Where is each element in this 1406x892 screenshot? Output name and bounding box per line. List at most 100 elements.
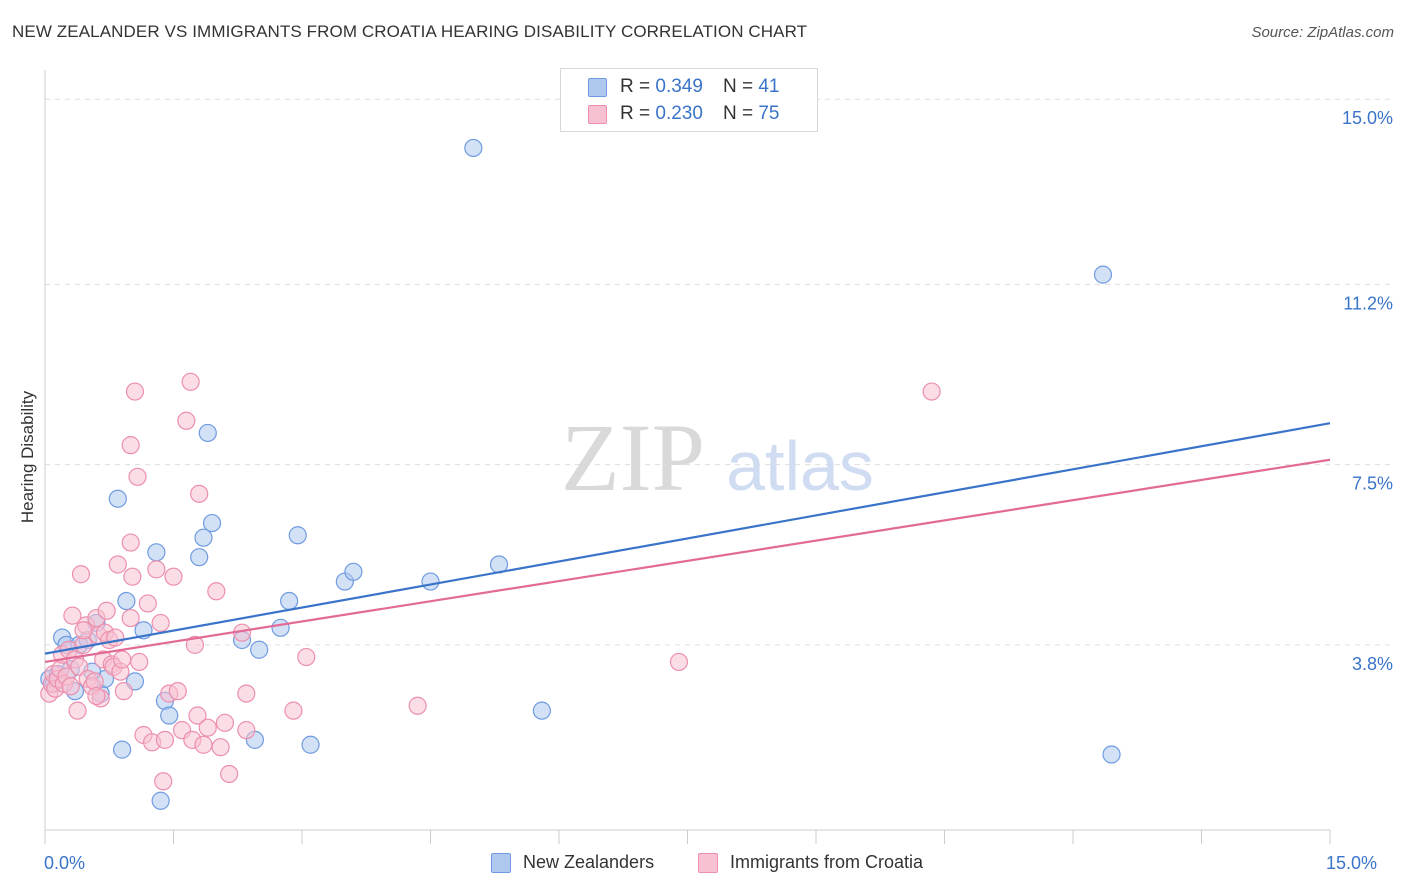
watermark-zip: ZIP	[561, 404, 705, 511]
series-legend-croatia: Immigrants from Croatia	[698, 852, 923, 873]
chart-title: NEW ZEALANDER VS IMMIGRANTS FROM CROATIA…	[12, 22, 808, 41]
point-croatia	[68, 701, 87, 720]
point-croatia	[130, 652, 149, 672]
point-croatia	[185, 635, 205, 654]
point-croatia	[114, 682, 133, 701]
point-croatia	[220, 764, 239, 784]
point-new-zealanders	[288, 526, 307, 545]
watermark-atlas: atlas	[726, 427, 874, 505]
point-new-zealanders	[532, 701, 551, 720]
point-croatia	[112, 650, 132, 669]
series-legend-new-zealanders: New Zealanders	[491, 852, 654, 873]
point-croatia	[87, 686, 106, 706]
legend-r-value: 0.349	[655, 76, 703, 97]
point-croatia	[177, 411, 196, 430]
point-croatia	[215, 713, 234, 732]
point-new-zealanders	[194, 528, 213, 547]
legend-r-value: 0.230	[655, 103, 703, 124]
point-croatia	[121, 436, 140, 455]
point-croatia	[284, 701, 303, 720]
point-new-zealanders	[151, 791, 170, 810]
y-tick-label: 15.0%	[1342, 108, 1393, 128]
legend-n-label: N =	[722, 76, 754, 97]
x-tick-label-max: 15.0%	[1326, 853, 1378, 873]
point-new-zealanders	[1102, 745, 1121, 764]
point-croatia	[125, 382, 145, 401]
point-croatia	[168, 682, 187, 701]
point-croatia	[211, 738, 230, 757]
point-new-zealanders	[344, 562, 363, 581]
point-croatia	[147, 560, 166, 579]
point-croatia	[237, 721, 256, 740]
point-new-zealanders	[1093, 265, 1113, 284]
point-new-zealanders	[117, 591, 136, 611]
point-new-zealanders	[421, 572, 440, 591]
legend-swatch-pink	[588, 104, 607, 124]
chart-source: Source: ZipAtlas.com	[1251, 24, 1394, 41]
point-croatia	[97, 601, 116, 620]
point-new-zealanders	[112, 740, 132, 759]
legend-n-label: N =	[722, 103, 754, 124]
point-croatia	[198, 718, 217, 737]
point-croatia	[155, 730, 175, 749]
point-new-zealanders	[147, 543, 166, 562]
correlation-legend: R = 0.349 N = 41 R = 0.230 N = 75	[560, 68, 818, 132]
series-legend-label: New Zealanders	[523, 852, 655, 872]
series-legend-label: Immigrants from Croatia	[730, 852, 924, 872]
y-tick-label: 7.5%	[1352, 474, 1393, 494]
point-new-zealanders	[202, 513, 222, 533]
point-new-zealanders	[250, 640, 269, 659]
grid-lines	[45, 98, 1395, 646]
point-new-zealanders	[301, 735, 320, 754]
watermark: ZIP atlas	[561, 404, 874, 511]
point-croatia	[188, 706, 207, 725]
legend-row-new-zealanders: R = 0.349 N = 41	[561, 75, 779, 99]
point-croatia	[71, 565, 91, 584]
point-croatia	[108, 555, 127, 574]
point-new-zealanders	[108, 489, 127, 508]
legend-n-value: 41	[758, 76, 780, 97]
point-croatia	[207, 582, 226, 601]
point-croatia	[63, 606, 82, 625]
point-croatia	[128, 467, 147, 486]
legend-swatch-blue	[588, 77, 607, 97]
point-croatia	[237, 684, 256, 703]
series-legend: New Zealanders Immigrants from Croatia	[0, 852, 1406, 878]
point-new-zealanders	[280, 591, 299, 611]
point-croatia	[181, 372, 200, 391]
point-croatia	[297, 647, 316, 667]
point-croatia	[922, 382, 941, 401]
y-tick-labels: 3.8% 7.5% 11.2% 15.0%	[1342, 108, 1393, 674]
point-new-zealanders	[464, 138, 483, 158]
point-croatia	[151, 613, 170, 633]
y-tick-label: 11.2%	[1343, 293, 1393, 313]
point-croatia	[121, 533, 140, 552]
point-croatia	[669, 652, 689, 672]
legend-row-croatia: R = 0.230 N = 75	[561, 102, 779, 126]
point-new-zealanders	[198, 423, 217, 443]
point-croatia	[121, 608, 140, 628]
point-croatia	[154, 772, 173, 791]
point-croatia	[123, 567, 142, 586]
point-croatia	[74, 621, 93, 640]
trend-lines	[44, 422, 1331, 664]
legend-n-value: 75	[758, 103, 780, 124]
point-new-zealanders	[190, 548, 209, 567]
point-croatia	[164, 567, 183, 586]
point-new-zealanders	[271, 618, 290, 637]
data-points	[40, 138, 1121, 810]
legend-r-label: R =	[620, 103, 651, 124]
y-tick-label: 3.8%	[1352, 654, 1393, 674]
point-croatia	[408, 696, 427, 715]
point-croatia	[190, 484, 209, 503]
point-croatia	[61, 677, 80, 696]
axes	[44, 70, 1331, 844]
series-swatch-blue	[491, 852, 511, 873]
trend-line-new-zealanders	[44, 422, 1331, 655]
legend-r-label: R =	[620, 76, 651, 97]
point-croatia	[138, 594, 157, 613]
series-swatch-pink	[698, 852, 718, 873]
trend-line-croatia	[44, 458, 1331, 664]
x-tick-label-min: 0.0%	[44, 853, 86, 873]
